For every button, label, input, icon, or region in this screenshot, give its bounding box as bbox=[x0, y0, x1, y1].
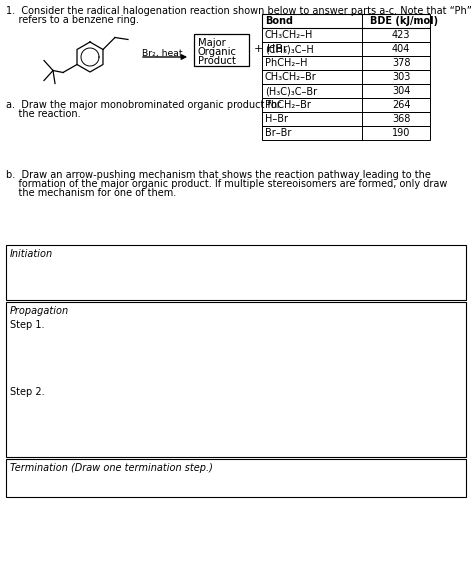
Text: formation of the major organic product. If multiple stereoisomers are formed, on: formation of the major organic product. … bbox=[6, 179, 447, 189]
Text: Propagation: Propagation bbox=[10, 306, 69, 316]
Text: Br–Br: Br–Br bbox=[265, 128, 292, 138]
Text: 303: 303 bbox=[392, 72, 410, 82]
Bar bbox=[262, 70, 430, 84]
Text: the mechanism for one of them.: the mechanism for one of them. bbox=[6, 188, 176, 198]
Text: CH₃CH₂–H: CH₃CH₂–H bbox=[265, 30, 313, 40]
Bar bbox=[262, 56, 430, 70]
Text: PhCH₂–Br: PhCH₂–Br bbox=[265, 100, 311, 110]
Text: (H₃C)₃C–Br: (H₃C)₃C–Br bbox=[265, 86, 317, 96]
Text: Organic: Organic bbox=[198, 47, 237, 57]
Text: Initiation: Initiation bbox=[10, 249, 53, 259]
Text: Product: Product bbox=[198, 56, 236, 66]
Bar bbox=[262, 28, 430, 42]
Text: (CH₃)₃C–H: (CH₃)₃C–H bbox=[265, 44, 314, 54]
Text: 264: 264 bbox=[392, 100, 410, 110]
Text: 1.  Consider the radical halogenation reaction shown below to answer parts a-c. : 1. Consider the radical halogenation rea… bbox=[6, 6, 472, 16]
Bar bbox=[6, 459, 466, 497]
Text: 404: 404 bbox=[392, 44, 410, 54]
Bar bbox=[262, 98, 430, 112]
Text: b.  Draw an arrow-pushing mechanism that shows the reaction pathway leading to t: b. Draw an arrow-pushing mechanism that … bbox=[6, 170, 431, 180]
Bar bbox=[6, 245, 466, 300]
Bar bbox=[262, 14, 430, 28]
Text: the reaction.: the reaction. bbox=[6, 109, 81, 119]
Bar bbox=[262, 112, 430, 126]
Text: Major: Major bbox=[198, 38, 226, 48]
Text: 378: 378 bbox=[392, 58, 410, 68]
Text: BDE (kJ/mol): BDE (kJ/mol) bbox=[370, 16, 438, 26]
Bar bbox=[194, 34, 249, 66]
Bar bbox=[6, 302, 466, 457]
Text: Termination (Draw one termination step.): Termination (Draw one termination step.) bbox=[10, 463, 213, 473]
Text: Bond: Bond bbox=[265, 16, 293, 26]
Text: Step 2.: Step 2. bbox=[10, 387, 45, 397]
Text: a.  Draw the major monobrominated organic product for: a. Draw the major monobrominated organic… bbox=[6, 100, 281, 110]
Text: Step 1.: Step 1. bbox=[10, 320, 45, 330]
Bar bbox=[262, 84, 430, 98]
Text: 423: 423 bbox=[392, 30, 410, 40]
Text: CH₃CH₂–Br: CH₃CH₂–Br bbox=[265, 72, 317, 82]
Text: 304: 304 bbox=[392, 86, 410, 96]
Text: H–Br: H–Br bbox=[265, 114, 288, 124]
Text: 368: 368 bbox=[392, 114, 410, 124]
Bar bbox=[262, 42, 430, 56]
Bar bbox=[262, 126, 430, 140]
Text: 190: 190 bbox=[392, 128, 410, 138]
Text: Br₂, heat: Br₂, heat bbox=[142, 49, 182, 58]
Text: refers to a benzene ring.: refers to a benzene ring. bbox=[6, 15, 139, 25]
Text: PhCH₂–H: PhCH₂–H bbox=[265, 58, 308, 68]
Text: + HBr: + HBr bbox=[254, 44, 288, 54]
